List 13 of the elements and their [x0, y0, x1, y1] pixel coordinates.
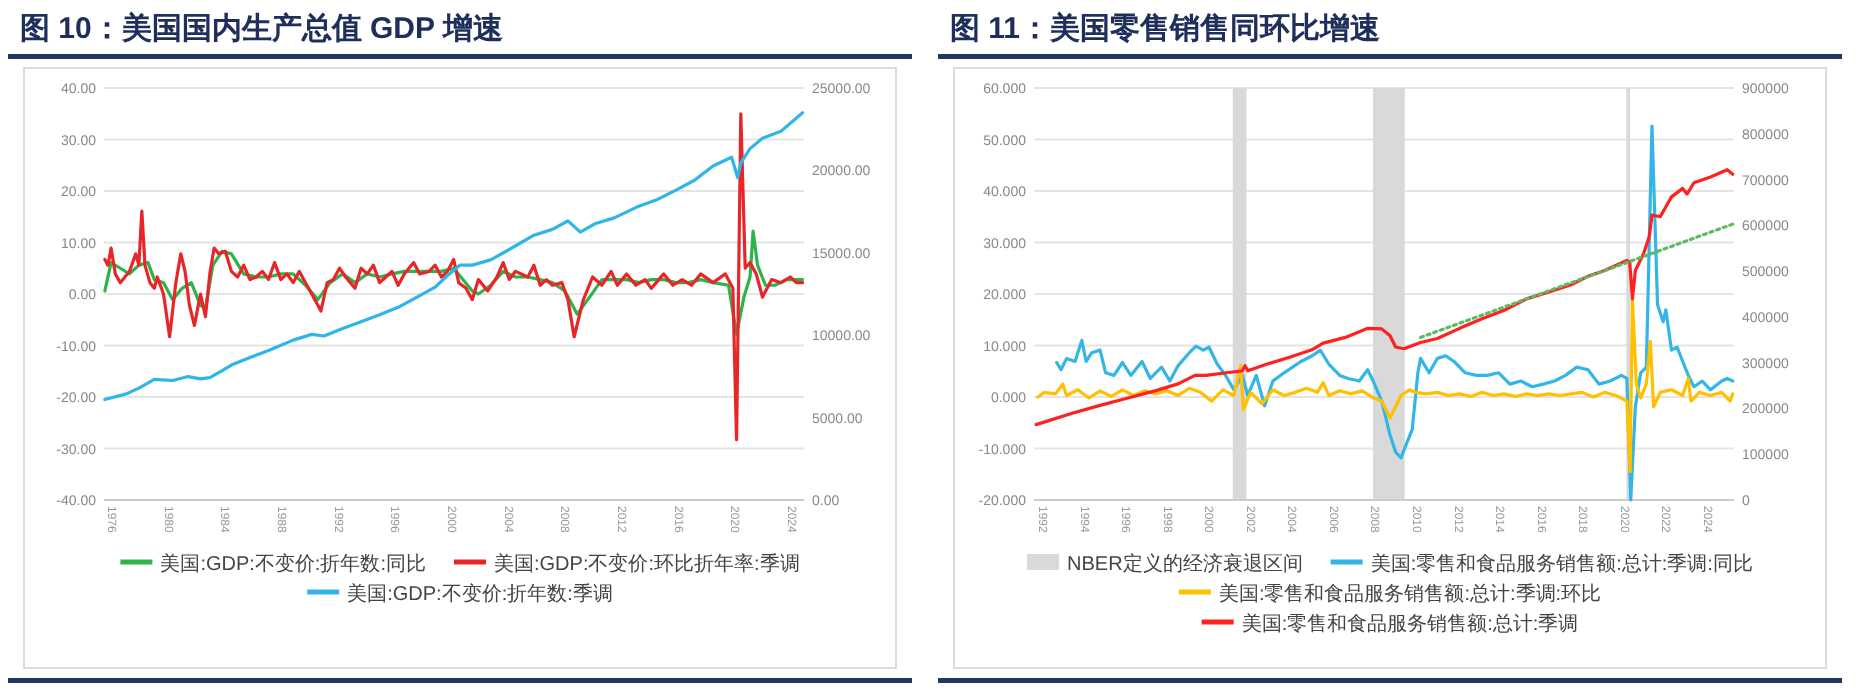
- legend-label: NBER定义的经济衰退区间: [1067, 552, 1303, 576]
- legend-label: 美国:GDP:不变价:折年数:同比: [160, 552, 426, 576]
- chart-title: 图 10：美国国内生产总值 GDP 增速: [20, 10, 505, 46]
- line-series: [1036, 297, 1735, 474]
- line-series: [1034, 168, 1735, 427]
- line-series: [103, 229, 805, 336]
- chart-title: 图 11：美国零售销售同环比增速: [950, 10, 1383, 46]
- legend-label: 美国:零售和食品服务销售额:总计:季调:环比: [1218, 582, 1602, 606]
- legend-label: 美国:零售和食品服务销售额:总计:季调:同比: [1370, 552, 1753, 576]
- line-series: [1055, 124, 1735, 502]
- legend-label: 美国:GDP:不变价:折年数:季调: [347, 582, 613, 606]
- legend-label: 美国:GDP:不变价:环比折年率:季调: [494, 552, 800, 576]
- legend-label: 美国:零售和食品服务销售额:总计:季调: [1241, 612, 1579, 636]
